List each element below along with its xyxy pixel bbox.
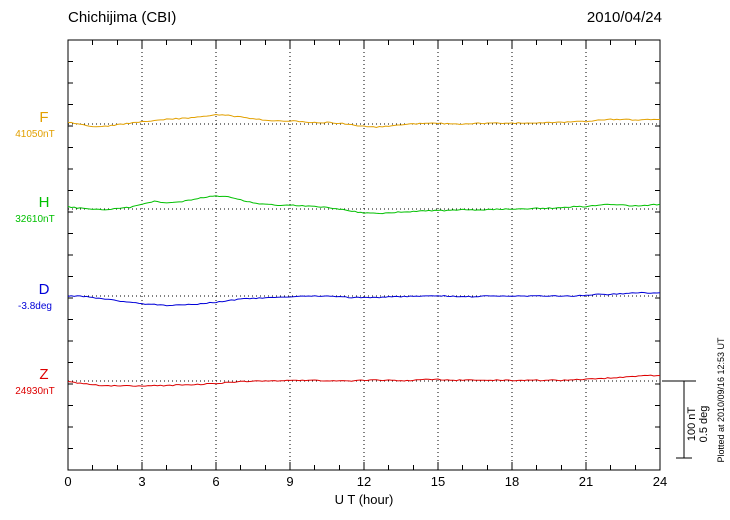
x-axis-label: U T (hour) xyxy=(334,492,394,507)
series-baseline-value-Z: 24930nT xyxy=(15,386,55,397)
trace-Z xyxy=(67,374,661,387)
chart-date: 2010/04/24 xyxy=(586,9,662,26)
x-tick-label: 24 xyxy=(653,474,667,489)
trace-D xyxy=(67,291,661,307)
series-label-Z: Z xyxy=(39,366,49,383)
series-baseline-value-F: 41050nT xyxy=(15,129,55,140)
trace-H xyxy=(67,195,661,215)
series-baseline-value-H: 32610nT xyxy=(15,214,55,225)
x-tick-label: 9 xyxy=(286,474,293,489)
series-label-H: H xyxy=(38,194,50,211)
chart-title: Chichijima (CBI) xyxy=(68,9,177,26)
x-tick-label: 6 xyxy=(212,474,219,489)
series-label-D: D xyxy=(38,281,50,298)
series-baseline-value-D: -3.8deg xyxy=(18,301,52,312)
series-label-F: F xyxy=(39,109,49,126)
x-tick-label: 21 xyxy=(579,474,593,489)
x-tick-label: 0 xyxy=(64,474,71,489)
x-tick-label: 18 xyxy=(505,474,519,489)
trace-F xyxy=(67,113,660,129)
x-tick-label: 3 xyxy=(138,474,145,489)
plot-footnote: Plotted at 2010/09/16 12:53 UT xyxy=(716,337,726,463)
scale-label-nt: 100 nT xyxy=(686,406,698,442)
x-tick-label: 12 xyxy=(357,474,371,489)
plot-frame xyxy=(67,39,661,471)
scale-label-deg: 0.5 deg xyxy=(698,405,710,443)
x-tick-label: 15 xyxy=(431,474,445,489)
